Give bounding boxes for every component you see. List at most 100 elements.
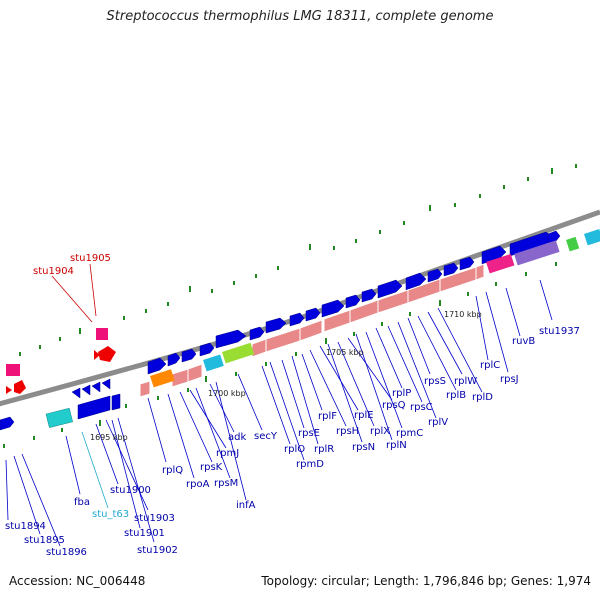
feature-orange	[149, 369, 175, 388]
gene-label: rpsJ	[500, 374, 519, 385]
reverse-genes	[71, 378, 121, 420]
gene-label: rpoA	[186, 479, 210, 490]
gene-label: rplN	[386, 440, 407, 451]
gene-label: rpsE	[298, 428, 320, 439]
highlight-gene-stu1904	[98, 346, 116, 362]
gene-label: rpsC	[410, 402, 433, 413]
feature-pink-mid	[96, 328, 108, 340]
feature-teal	[45, 407, 73, 428]
highlight-gene-stu1905	[94, 350, 100, 360]
accession-label: Accession: NC_006448	[9, 574, 146, 588]
gene-label: rpsN	[352, 442, 375, 453]
gene-arrow	[181, 348, 197, 363]
gene-arrow	[215, 329, 247, 349]
ribosomal-cluster	[139, 263, 485, 398]
gene-label: rpsQ	[382, 400, 406, 411]
feature-pink	[486, 253, 515, 274]
gene-label: stu1903	[134, 513, 175, 524]
gene-arrow	[91, 381, 101, 393]
gene-label: rplE	[354, 410, 374, 421]
gene-label: stu1937	[539, 326, 580, 337]
map-title: Streptococcus thermophilus LMG 18311, co…	[106, 9, 494, 24]
gene-label: rplB	[446, 390, 466, 401]
gene-label: rplO	[284, 444, 305, 455]
forward-genes	[0, 230, 561, 431]
gene-label: stu1894	[5, 521, 46, 532]
gene-label: stu1901	[124, 528, 165, 539]
feature-lavender	[514, 240, 560, 266]
feature-cyan-edge	[584, 229, 600, 246]
gene-arrow	[481, 245, 507, 265]
leader-stu1905	[89, 263, 97, 317]
tick-label-1710: 1710 kbp	[444, 310, 482, 319]
gene-arrow	[361, 288, 377, 303]
gene-arrow	[101, 378, 111, 390]
gene-arrow	[377, 279, 403, 299]
gene-label: stu1896	[46, 547, 87, 558]
gene-arrow	[345, 294, 361, 309]
label-leaders	[5, 279, 553, 547]
gene-label: rpsK	[200, 462, 223, 473]
gene-arrow	[249, 326, 265, 341]
gene-arrow	[443, 262, 459, 277]
gene-label: infA	[236, 500, 256, 511]
gene-label: rpsH	[336, 426, 359, 437]
gene-label: rpmD	[296, 459, 324, 470]
gene-label: rplF	[318, 411, 337, 422]
gene-label: stu1895	[24, 535, 65, 546]
gene-label: rplR	[314, 444, 334, 455]
inner-tick-ring	[3, 262, 557, 448]
feature-pink-left	[6, 364, 20, 376]
gene-label: stu1902	[137, 545, 178, 556]
gene-arrow	[405, 272, 427, 291]
gene-label: rplV	[428, 417, 448, 428]
gene-arrow	[77, 395, 111, 420]
gene-arrow	[265, 317, 287, 334]
gene-arrow	[71, 387, 81, 399]
gene-label: adk	[228, 432, 246, 443]
genome-summary: Topology: circular; Length: 1,796,846 bp…	[261, 574, 591, 588]
gene-arrow	[459, 256, 475, 271]
highlight-gene-left	[14, 380, 26, 394]
gene-arrow	[81, 384, 91, 396]
gene-label: stu1904	[33, 266, 74, 277]
gene-label: stu1905	[70, 253, 111, 264]
feature-cyan	[202, 354, 224, 372]
gene-label: rpmC	[396, 428, 423, 439]
leader-stu_t63	[81, 431, 109, 509]
gene-label: rplW	[454, 376, 477, 387]
tick-label-1705: 1705 kbp	[326, 348, 364, 357]
feature-green	[221, 342, 255, 364]
gene-arrow	[111, 393, 121, 411]
gene-label: rplX	[370, 426, 390, 437]
gene-labels: stu1894 stu1895 stu1896 fba stu1900 stu1…	[5, 326, 580, 558]
gene-label: rpmJ	[216, 448, 239, 459]
gene-label: rpsS	[424, 376, 446, 387]
gene-arrow	[199, 342, 215, 357]
gene-label: ruvB	[512, 336, 535, 347]
gene-arrow	[427, 268, 443, 283]
gene-label: stu_t63	[92, 509, 129, 520]
gene-arrow	[321, 299, 345, 318]
leader-stu1904	[51, 275, 93, 323]
gene-arrow	[147, 357, 167, 375]
highlight-gene-left-small	[6, 386, 12, 394]
outer-tick-ring	[19, 164, 577, 356]
gene-label: rplD	[472, 392, 493, 403]
gene-label: rplC	[480, 360, 500, 371]
gene-label: stu1900	[110, 485, 151, 496]
gene-arrow	[547, 230, 561, 245]
gene-label: rplP	[392, 388, 411, 399]
feature-green-small	[566, 236, 580, 252]
gene-label: rplQ	[162, 465, 183, 476]
gene-arrow	[289, 312, 305, 327]
gene-arrow	[167, 352, 181, 367]
tick-label-1700: 1700 kbp	[208, 389, 246, 398]
gene-label: secY	[254, 431, 278, 442]
gene-arrow	[0, 416, 15, 431]
gene-label: fba	[74, 497, 90, 508]
gene-arrow	[305, 307, 321, 322]
gene-label: rpsM	[214, 478, 238, 489]
tick-label-1695: 1695 kbp	[90, 433, 128, 442]
